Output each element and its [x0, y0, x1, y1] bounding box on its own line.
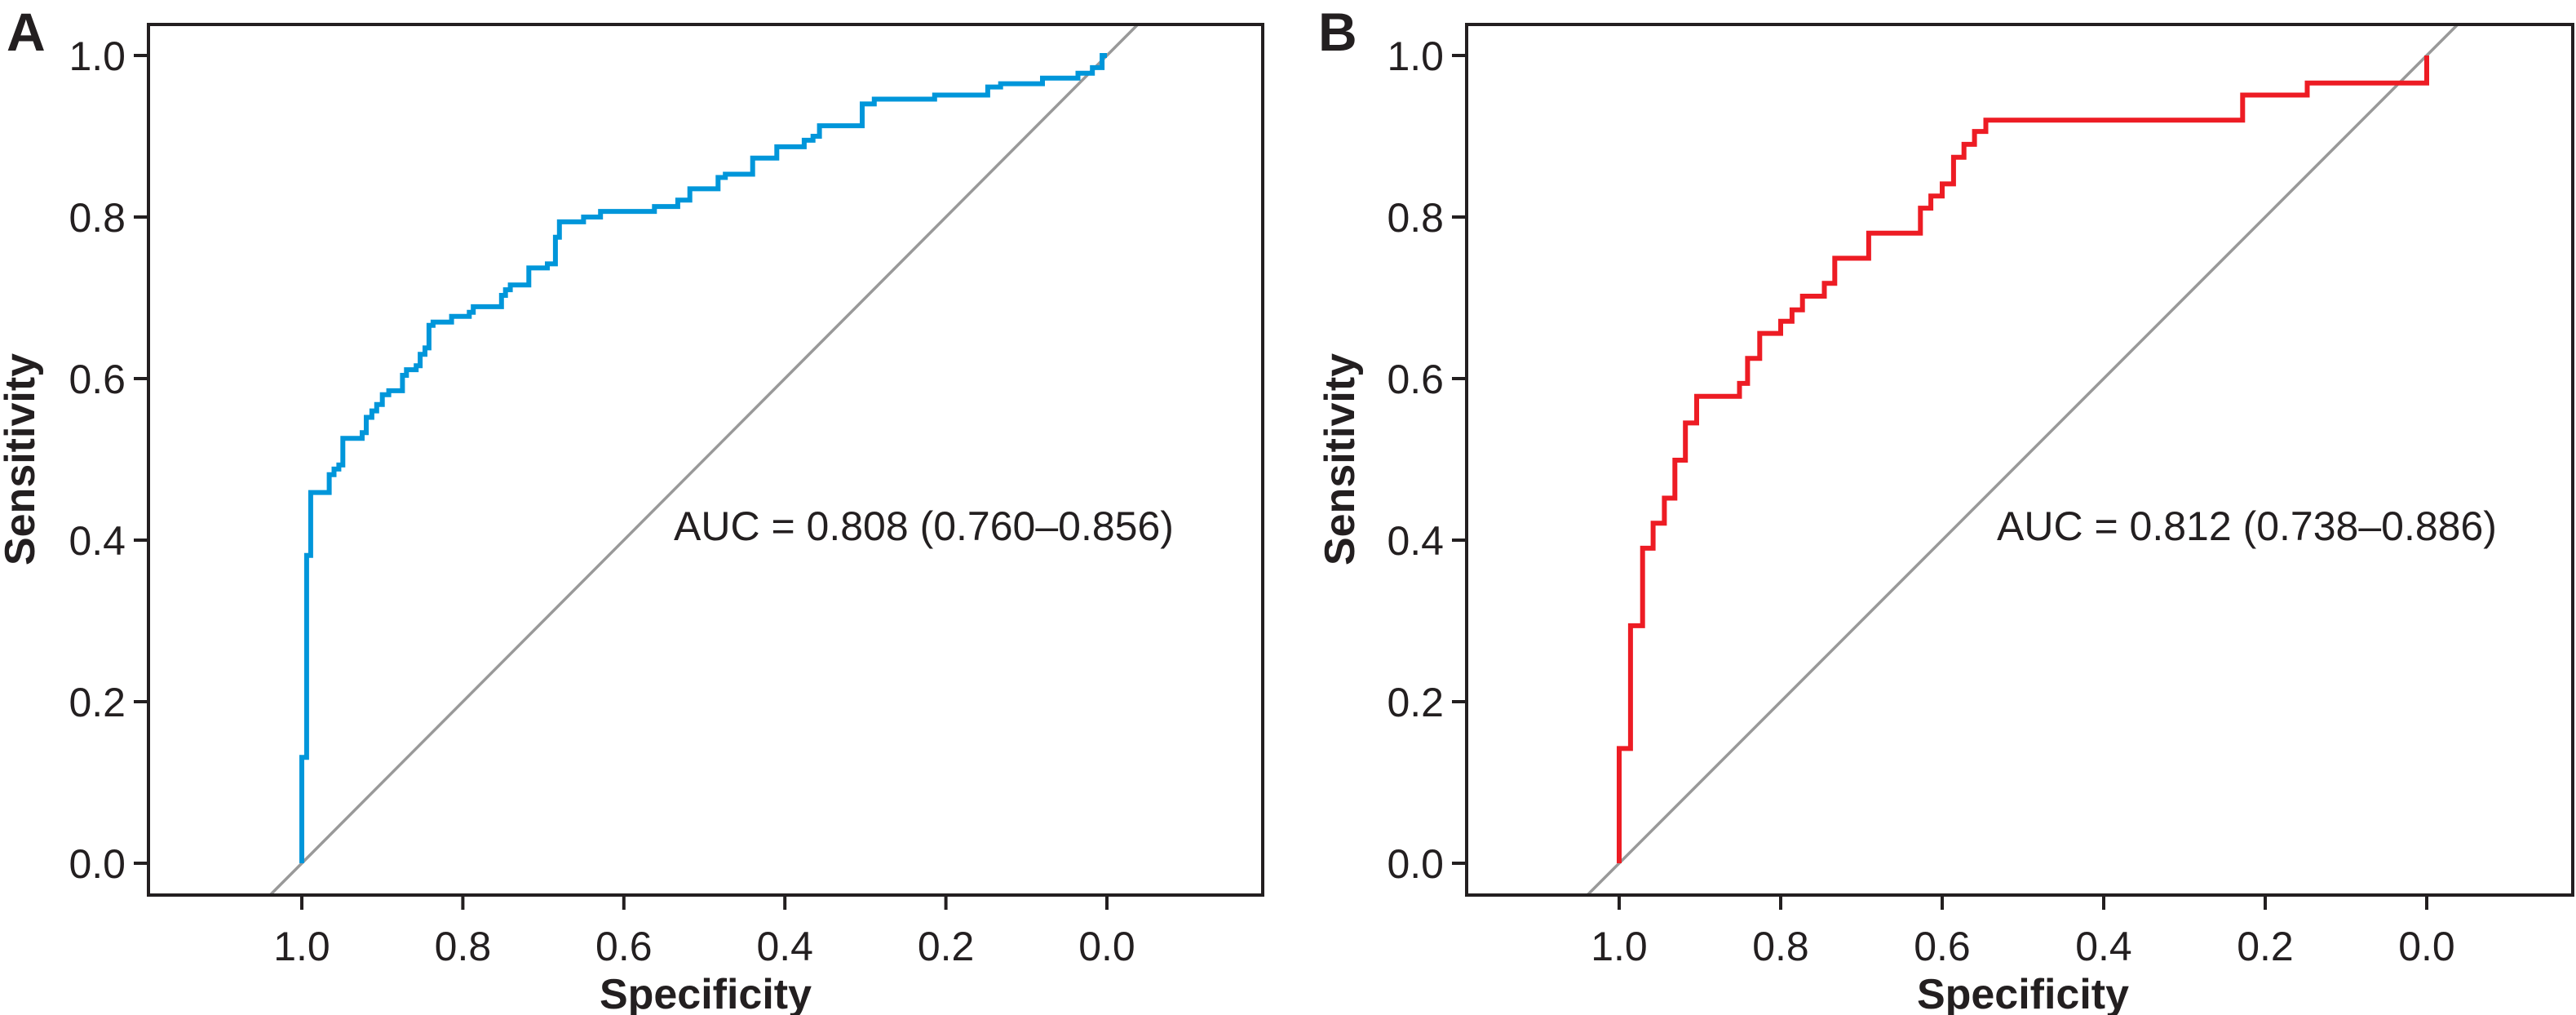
roc-curve: [1617, 55, 2429, 863]
x-axis-title: Specificity: [1917, 971, 2129, 1015]
y-tick-label: 0.2: [69, 680, 126, 725]
x-tick-label: 0.8: [1752, 924, 1809, 969]
plot-frame: [1465, 23, 2574, 897]
y-tick-label: 0.6: [69, 357, 126, 402]
panel-b: B Specificity Sensitivity AUC = 0.812 (0…: [1317, 2, 2574, 1015]
x-tick-label: 0.8: [435, 924, 492, 969]
x-tick-label: 1.0: [1591, 924, 1648, 969]
plot-frame: [147, 23, 1264, 897]
y-axis-title: Sensitivity: [0, 353, 44, 565]
y-tick-label: 0.0: [69, 841, 126, 887]
x-tick-label: 0.0: [1078, 924, 1135, 969]
y-tick-label: 0.6: [1387, 357, 1444, 402]
reference-diagonal-line: [1586, 23, 2459, 897]
x-tick-label: 0.2: [918, 924, 975, 969]
y-tick-label: 0.0: [1387, 841, 1444, 887]
x-tick-label: 0.4: [756, 924, 813, 969]
y-tick-label: 0.8: [69, 195, 126, 241]
y-tick-label: 1.0: [1387, 33, 1444, 79]
y-tick-label: 0.2: [1387, 680, 1444, 725]
y-axis-title: Sensitivity: [1317, 353, 1364, 565]
panel-label: A: [7, 2, 46, 62]
y-tick-label: 0.8: [1387, 195, 1444, 241]
x-tick-label: 0.2: [2237, 924, 2294, 969]
auc-annotation: AUC = 0.808 (0.760–0.856): [674, 503, 1174, 549]
y-tick-label: 1.0: [69, 33, 126, 79]
panel-label: B: [1318, 2, 1357, 62]
x-tick-label: 0.0: [2398, 924, 2455, 969]
y-tick-label: 0.4: [69, 518, 126, 564]
x-tick-label: 0.6: [1914, 924, 1971, 969]
x-tick-label: 1.0: [273, 924, 330, 969]
reference-diagonal-line: [268, 23, 1140, 897]
x-tick-label: 0.4: [2075, 924, 2132, 969]
panel-a: A Specificity Sensitivity AUC = 0.808 (0…: [0, 2, 1264, 1015]
x-axis-title: Specificity: [600, 971, 812, 1015]
y-tick-label: 0.4: [1387, 518, 1444, 564]
auc-annotation: AUC = 0.812 (0.738–0.886): [1997, 503, 2497, 549]
x-tick-label: 0.6: [595, 924, 653, 969]
roc-curve: [299, 53, 1107, 863]
